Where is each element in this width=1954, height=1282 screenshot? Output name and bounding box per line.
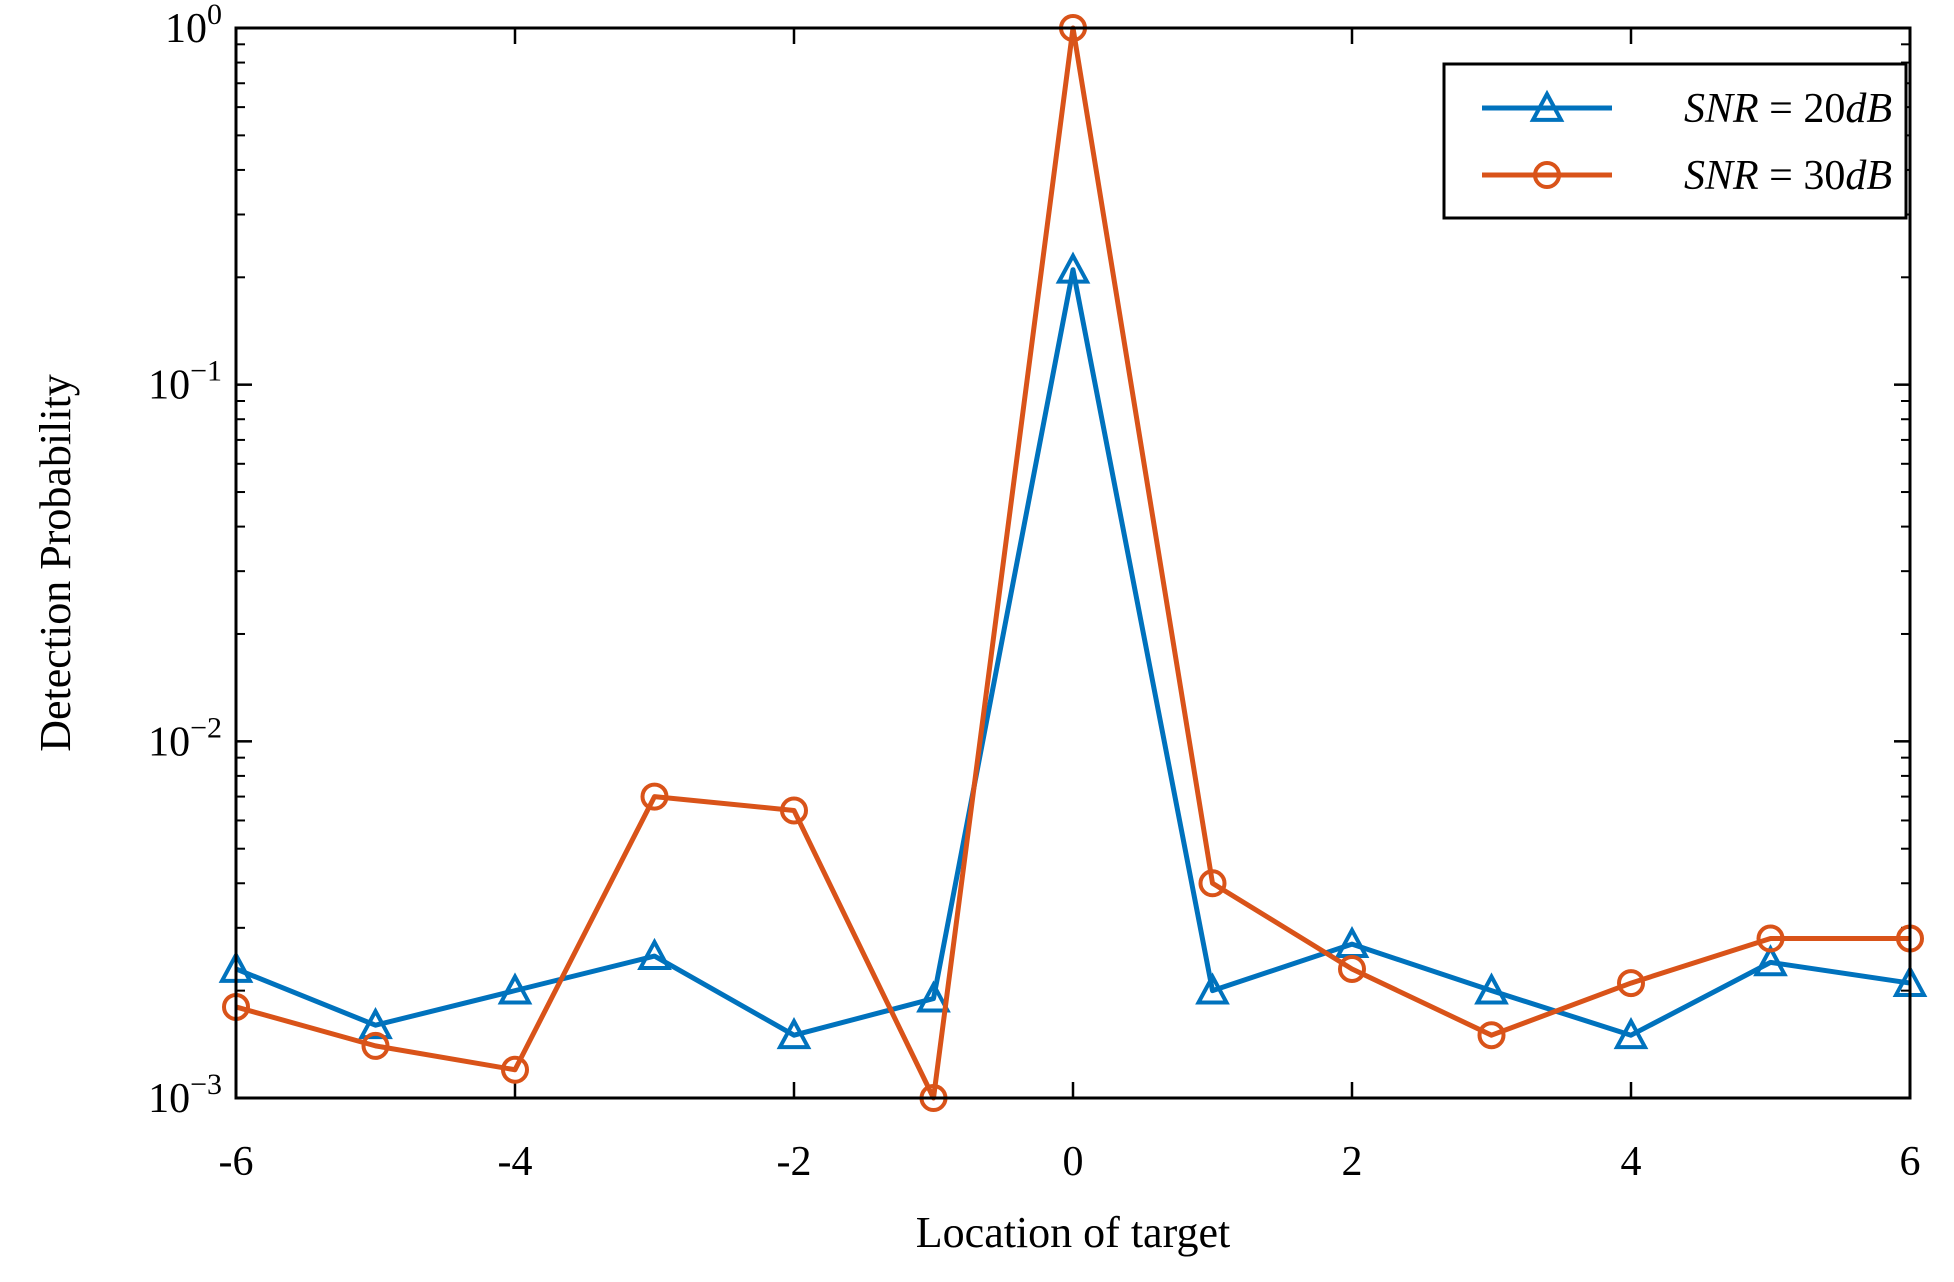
legend-marker bbox=[1533, 161, 1561, 189]
legend-entry: SNR = 20dB bbox=[1482, 86, 1892, 132]
legend-label: SNR = 20dB bbox=[1684, 86, 1892, 132]
y-tick-label: 100 bbox=[165, 0, 222, 52]
x-tick-label: -6 bbox=[219, 1139, 254, 1185]
plot-frame bbox=[234, 26, 1912, 1100]
legend-entry: SNR = 30dB bbox=[1482, 153, 1892, 199]
data-point bbox=[497, 972, 533, 1005]
series-line bbox=[235, 267, 1911, 1038]
legend-marker bbox=[1529, 89, 1565, 122]
data-point bbox=[776, 1016, 812, 1050]
data-point bbox=[1753, 944, 1788, 977]
legend-label: SNR = 30dB bbox=[1684, 153, 1892, 199]
x-tick-label: -4 bbox=[498, 1139, 533, 1185]
legend-entries: SNR = 20dB SNR = 30dB bbox=[1482, 86, 1892, 199]
data-point bbox=[358, 1006, 393, 1040]
data-point bbox=[1756, 924, 1785, 953]
data-point bbox=[361, 1031, 390, 1060]
x-axis-title: Location of target bbox=[916, 1208, 1230, 1257]
y-tick-label: 10−2 bbox=[148, 711, 222, 765]
data-point bbox=[1617, 969, 1645, 998]
data-point bbox=[1198, 869, 1227, 898]
y-tick-label: 10−3 bbox=[148, 1068, 222, 1122]
y-axis-title: Detection Probability bbox=[31, 374, 80, 752]
data-point bbox=[1477, 1021, 1506, 1050]
x-tick-label: 0 bbox=[1063, 1139, 1084, 1185]
data-point bbox=[637, 937, 672, 970]
data-point bbox=[916, 980, 951, 1013]
y-tick-label: 10−1 bbox=[148, 355, 222, 409]
x-tick-label: 4 bbox=[1621, 1139, 1642, 1185]
data-point bbox=[780, 796, 808, 825]
data-point bbox=[501, 1055, 529, 1084]
legend-box bbox=[1442, 62, 1908, 220]
data-point bbox=[1195, 972, 1230, 1005]
data-point bbox=[1474, 972, 1509, 1005]
tick-labels: -6 -4 -2 0 2 4 6 10−3 10−2 10−1 100 bbox=[148, 0, 1920, 1185]
legend: SNR = 20dB SNR = 30dB bbox=[1442, 62, 1908, 220]
x-tick-label: 2 bbox=[1342, 1139, 1363, 1185]
data-point bbox=[1338, 954, 1366, 983]
x-tick-label: -2 bbox=[777, 1139, 812, 1185]
data-point bbox=[1613, 1016, 1649, 1050]
data-point bbox=[640, 782, 669, 811]
data-point bbox=[1055, 251, 1091, 284]
x-tick-label: 6 bbox=[1900, 1139, 1921, 1185]
